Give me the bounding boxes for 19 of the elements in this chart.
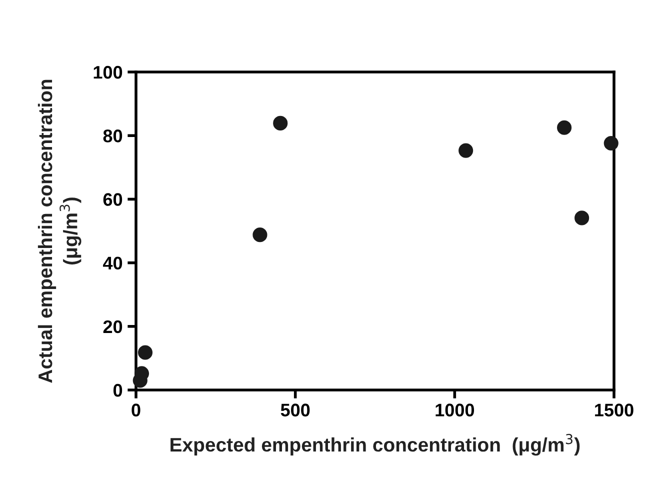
point [604,136,618,151]
y-tick-label: 100 [94,66,122,79]
x-tick-label: 1500 [595,404,634,416]
y-tick-label: 0 [113,384,122,397]
x-tick-label: 500 [280,404,310,416]
point [458,143,474,158]
point [574,210,590,226]
y-tick-label: 80 [103,130,122,142]
point [252,228,268,242]
point [557,120,572,135]
x-axis-title: Expected empenthrin concentration (μg/m$^{3}$) [170,434,580,456]
x-tick-label: 0 [132,404,140,416]
y-tick-label: 40 [103,256,122,270]
point [273,116,288,130]
x-tick-label: 1000 [436,404,474,416]
y-axis-title: Actual empenthrin concentration (μg/m$^{3}$) [38,80,82,383]
y-tick-label: 20 [103,320,122,334]
point [138,345,153,360]
y-tick-label: 60 [103,193,122,206]
